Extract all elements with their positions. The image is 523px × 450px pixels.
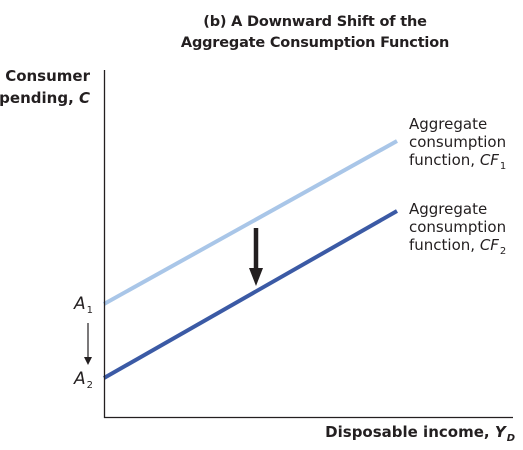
cf1-label-line3: function, CF1 — [409, 151, 506, 172]
x-axis-subscript: D — [506, 433, 515, 444]
intercept-a2-subscript: 2 — [86, 380, 94, 391]
intercept-a1-label: A1 — [74, 294, 94, 316]
cf2-label-line2: consumption — [409, 218, 507, 236]
cf2-symbol: CF — [479, 236, 499, 254]
cf1-symbol: CF — [479, 151, 499, 169]
cf1-line — [103, 139, 398, 306]
diagram-title-line1: (b) A Downward Shift of the — [203, 14, 427, 30]
intercept-a1-subscript: 1 — [86, 305, 94, 316]
y-axis-label-line2: spending, C — [0, 89, 90, 107]
diagram-title-line2: Aggregate Consumption Function — [180, 35, 450, 51]
cf2-label: Aggregate consumption function, CF2 — [409, 200, 506, 257]
cf2-label-line1: Aggregate — [409, 200, 488, 218]
y-axis-label-line1: Consumer — [5, 67, 90, 85]
cf1-label: Aggregate consumption function, CF1 — [409, 115, 506, 172]
x-axis-symbol: Y — [494, 423, 506, 441]
x-axis-label: Disposable income, YD — [325, 423, 515, 444]
cf2-label-line3: function, CF2 — [409, 236, 506, 257]
shift-down-arrow — [249, 228, 263, 286]
y-axis-symbol: C — [78, 89, 90, 107]
cf1-subscript: 1 — [499, 161, 507, 172]
cf1-label-line2: consumption — [409, 133, 507, 151]
cf2-label-text: function, — [409, 236, 480, 254]
x-axis-label-text: Disposable income, — [325, 423, 495, 441]
intercept-a2-symbol: A — [74, 369, 86, 389]
intercept-a2-label: A2 — [74, 369, 94, 391]
cf1-label-line1: Aggregate — [409, 115, 488, 133]
cf1-label-text: function, — [409, 151, 480, 169]
cf2-subscript: 2 — [499, 246, 507, 257]
cf2-line — [103, 209, 398, 380]
intercept-a1-symbol: A — [74, 294, 86, 314]
y-axis-label-text: spending, — [0, 89, 74, 107]
